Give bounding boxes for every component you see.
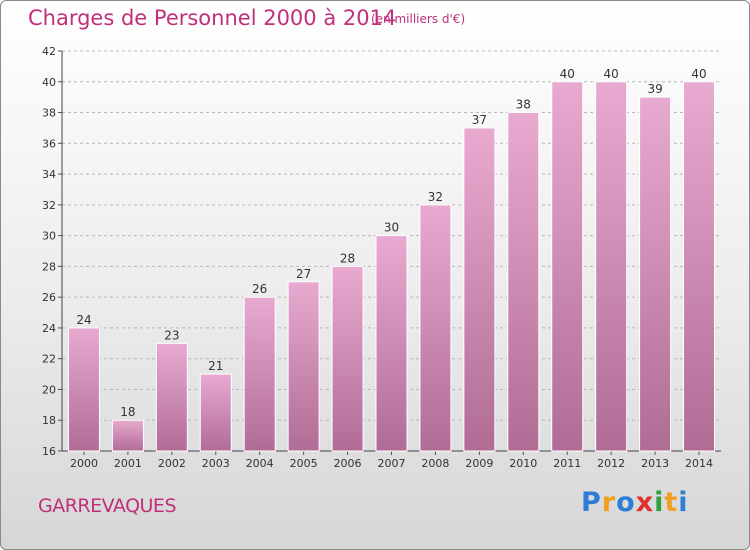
x-tick-label: 2001 [114,457,142,470]
x-tick-label: 2011 [553,457,581,470]
value-label: 24 [76,313,91,327]
x-tick-label: 2002 [158,457,186,470]
y-tick-label: 32 [42,199,56,212]
logo-letter: r [601,487,617,518]
bar [111,419,144,452]
x-tick-label: 2000 [70,457,98,470]
value-label: 28 [340,251,355,265]
value-label: 23 [164,328,179,342]
bar [683,81,716,452]
x-tick-label: 2014 [685,457,713,470]
bar [375,235,408,452]
y-tick-label: 16 [42,445,56,458]
bar [331,265,364,452]
y-tick-label: 40 [42,76,56,89]
bar [595,81,628,452]
y-tick-label: 24 [42,322,56,335]
value-label: 26 [252,282,267,296]
x-tick-label: 2009 [465,457,493,470]
chart-unit: (en milliers d'€) [371,12,466,26]
x-tick-label: 2006 [334,457,362,470]
place-name: GARREVAQUES [38,495,177,517]
logo-letter: t [664,487,679,518]
chart-title: Charges de Personnel 2000 à 2014 [28,6,397,30]
value-label: 37 [472,113,487,127]
bar [287,281,320,452]
logo-letter: o [616,487,636,518]
y-tick-label: 42 [42,45,56,58]
value-label: 40 [604,67,619,81]
bar [419,204,452,452]
bars [67,81,716,452]
x-tick-label: 2007 [378,457,406,470]
value-label: 21 [208,359,223,373]
y-tick-label: 18 [42,414,56,427]
value-label: 39 [647,82,662,96]
y-tick-label: 38 [42,107,56,120]
logo-letter: x [635,487,655,518]
proxiti-logo: Proxiti [581,487,689,518]
y-tick-label: 26 [42,291,56,304]
x-tick-label: 2008 [421,457,449,470]
bar [155,342,188,452]
bar [639,96,672,452]
x-tick-label: 2003 [202,457,230,470]
bar [507,112,540,452]
x-tick-label: 2010 [509,457,537,470]
x-tick-label: 2012 [597,457,625,470]
y-tick-label: 20 [42,383,56,396]
bar [463,127,496,452]
value-label: 40 [691,67,706,81]
value-label: 32 [428,190,443,204]
value-label: 27 [296,267,311,281]
x-tick-label: 2005 [290,457,318,470]
y-tick-label: 22 [42,353,56,366]
labels: 16 18 20 22 24 26 28 30 32 34 36 38 40 42 24 2000 18 2001… [42,45,713,470]
y-tick-label: 30 [42,230,56,243]
bar [199,373,232,452]
bar [551,81,584,452]
bar [243,296,276,452]
value-label: 30 [384,221,399,235]
x-tick-label: 2013 [641,457,669,470]
y-tick-label: 28 [42,260,56,273]
x-tick-label: 2004 [246,457,274,470]
bar [67,327,100,452]
logo-letter: i [654,487,665,518]
value-label: 38 [516,98,531,112]
logo-letter: i [678,487,689,518]
y-tick-label: 34 [42,168,56,181]
value-label: 18 [120,405,135,419]
logo-letter: P [581,487,602,518]
value-label: 40 [560,67,575,81]
y-tick-label: 36 [42,137,56,150]
